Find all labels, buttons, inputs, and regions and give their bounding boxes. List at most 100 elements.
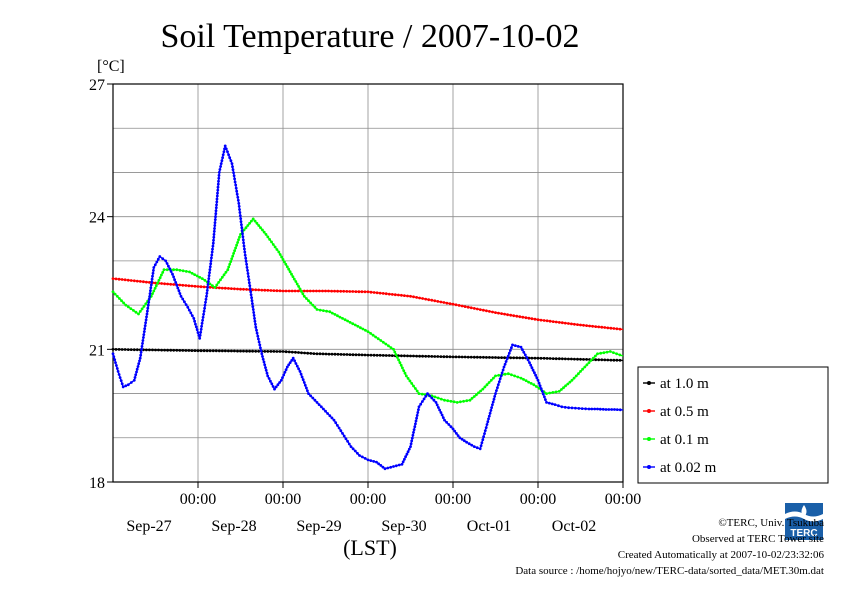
series-point bbox=[587, 361, 591, 364]
series-point bbox=[165, 268, 169, 272]
series-point bbox=[407, 447, 411, 451]
series-point bbox=[522, 350, 526, 354]
series-point bbox=[113, 358, 117, 362]
series-point bbox=[544, 398, 547, 401]
series-point bbox=[493, 395, 497, 398]
series-point bbox=[418, 296, 421, 300]
legend-label: at 0.02 m bbox=[660, 460, 717, 476]
series-point bbox=[178, 268, 182, 272]
series-point bbox=[452, 400, 456, 404]
series-point bbox=[156, 257, 160, 261]
series-point bbox=[428, 394, 431, 398]
series-point bbox=[509, 356, 513, 360]
series-point bbox=[261, 228, 264, 232]
series-point bbox=[387, 292, 391, 296]
series-point bbox=[330, 311, 334, 315]
series-point bbox=[409, 294, 412, 298]
series-point bbox=[227, 287, 230, 290]
series-point bbox=[172, 268, 176, 272]
series-point bbox=[455, 401, 459, 404]
series-point bbox=[585, 324, 588, 327]
series-point bbox=[521, 356, 525, 360]
series-point bbox=[144, 318, 148, 322]
y-tick-label: 18 bbox=[89, 475, 105, 492]
series-point bbox=[386, 466, 390, 470]
series-point bbox=[403, 371, 407, 375]
series-point bbox=[272, 350, 276, 353]
series-point bbox=[414, 422, 417, 426]
series-point bbox=[196, 285, 200, 288]
series-point bbox=[483, 429, 487, 432]
series-point bbox=[609, 326, 613, 330]
series-point bbox=[220, 275, 224, 279]
series-point bbox=[230, 257, 234, 261]
series-point bbox=[207, 277, 211, 280]
series-point bbox=[178, 349, 182, 352]
series-point bbox=[158, 276, 162, 280]
series-point bbox=[177, 289, 181, 293]
series-point bbox=[338, 315, 342, 319]
series-point bbox=[149, 283, 153, 287]
series-point bbox=[132, 348, 136, 352]
series-point bbox=[500, 312, 503, 315]
series-point bbox=[113, 292, 117, 296]
series-point bbox=[349, 445, 353, 448]
series-point bbox=[421, 354, 424, 358]
series-point bbox=[389, 465, 393, 469]
series-point bbox=[443, 398, 446, 402]
series-point bbox=[257, 224, 261, 227]
y-axis-ticks: 18 21 24 27 bbox=[89, 77, 113, 492]
series-point bbox=[601, 407, 605, 411]
series-point bbox=[412, 428, 416, 431]
series-point bbox=[536, 378, 540, 382]
series-point bbox=[512, 314, 516, 318]
series-point bbox=[219, 278, 222, 282]
series-point bbox=[111, 347, 115, 351]
series-point bbox=[564, 384, 567, 388]
series-point bbox=[269, 289, 273, 292]
series-point bbox=[332, 418, 336, 422]
series-point bbox=[465, 399, 469, 403]
series-point bbox=[403, 457, 406, 461]
series-point bbox=[231, 254, 235, 258]
series-point bbox=[287, 289, 291, 293]
series-point bbox=[524, 379, 528, 383]
series-point bbox=[196, 331, 200, 334]
series-point bbox=[233, 180, 237, 184]
series-point bbox=[554, 320, 558, 324]
series-point bbox=[243, 253, 247, 257]
series-point bbox=[295, 364, 299, 368]
series-point bbox=[419, 402, 423, 406]
series-point bbox=[572, 376, 576, 380]
series-point bbox=[301, 378, 305, 382]
series-point bbox=[577, 372, 580, 376]
series-point bbox=[542, 356, 546, 360]
series-point bbox=[152, 289, 156, 293]
series-point bbox=[406, 450, 410, 454]
series-point bbox=[325, 309, 328, 313]
series-point bbox=[570, 357, 573, 361]
series-point bbox=[208, 349, 212, 353]
series-point bbox=[142, 333, 146, 336]
series-point bbox=[344, 437, 348, 441]
x-axis-label: (LST) bbox=[343, 535, 397, 560]
series-point bbox=[472, 355, 476, 359]
series-point bbox=[172, 283, 176, 286]
series-point bbox=[135, 367, 139, 371]
x-tick-time: 00:00 bbox=[435, 491, 471, 508]
series-point bbox=[442, 355, 446, 359]
series-point bbox=[363, 457, 367, 460]
series-point bbox=[548, 391, 552, 395]
series-point bbox=[583, 365, 587, 369]
series-point bbox=[336, 424, 339, 427]
series-point bbox=[488, 310, 491, 313]
series-point bbox=[527, 380, 530, 384]
series-point bbox=[298, 287, 302, 291]
series-point bbox=[351, 353, 355, 357]
series-point bbox=[195, 328, 199, 332]
series-point bbox=[184, 284, 188, 287]
series-point bbox=[378, 291, 382, 295]
series-point bbox=[302, 289, 306, 293]
series-point bbox=[189, 311, 193, 315]
series-point bbox=[490, 406, 493, 409]
